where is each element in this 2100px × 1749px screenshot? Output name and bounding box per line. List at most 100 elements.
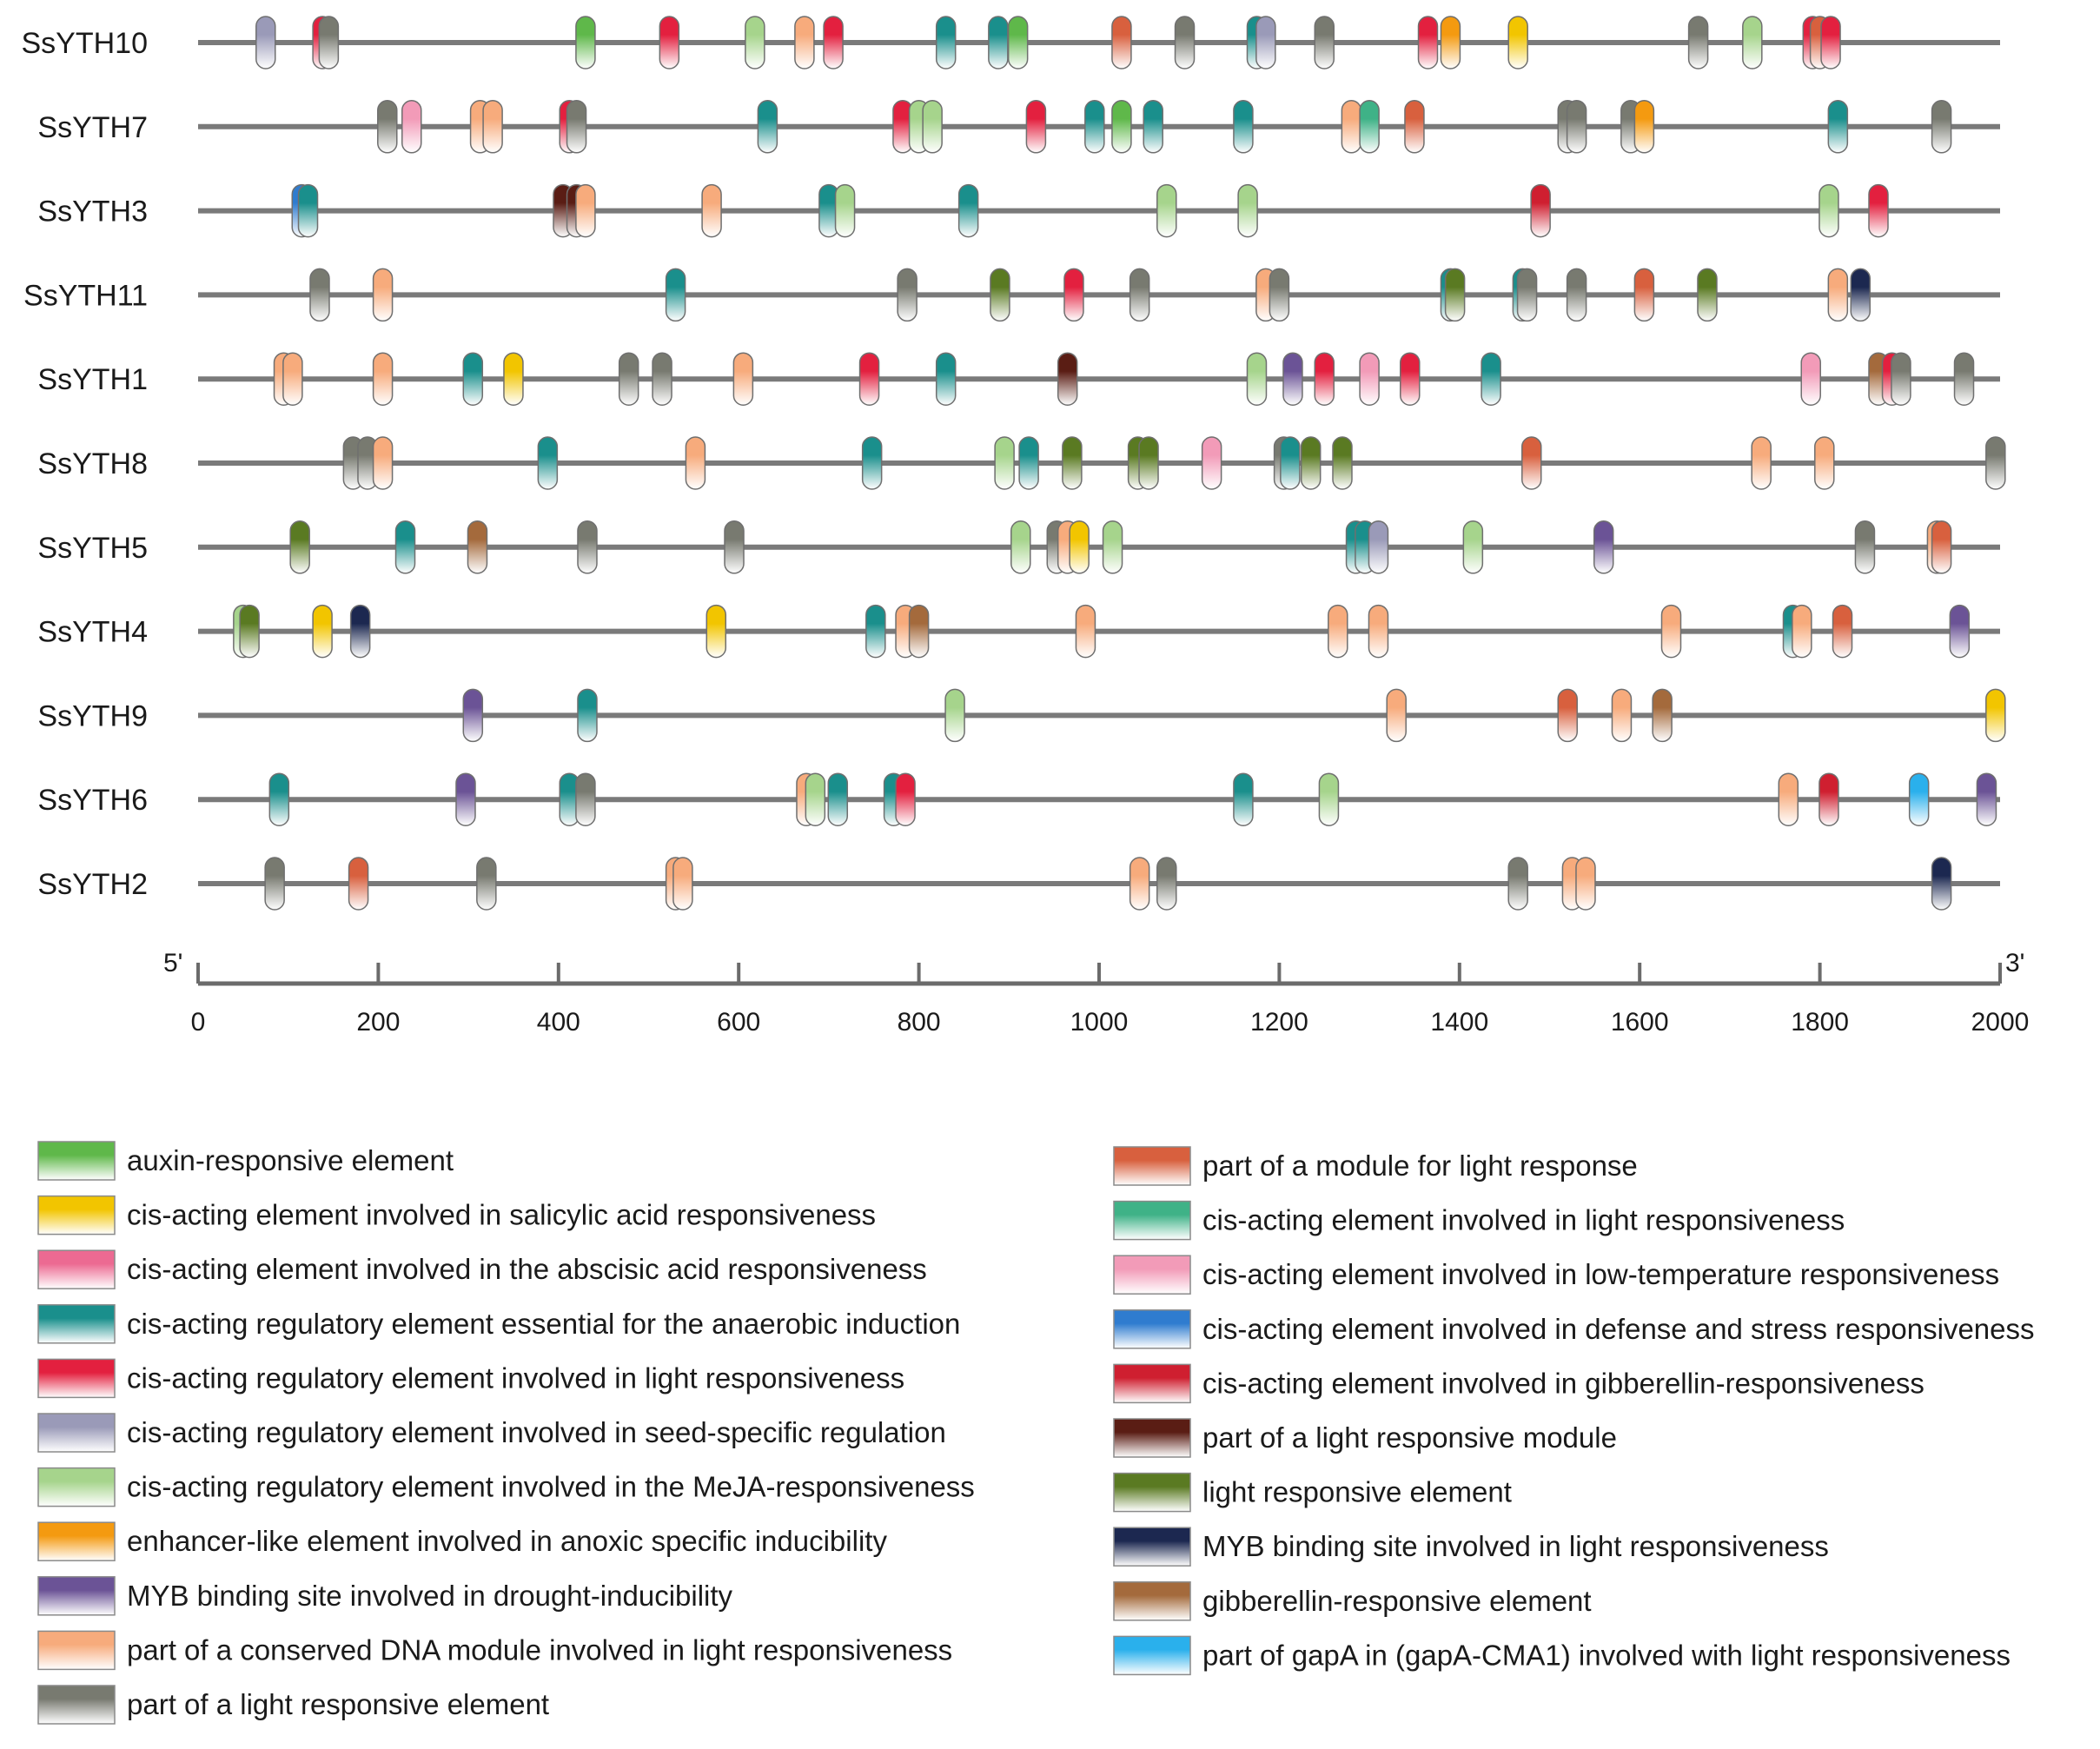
legend-item-gib_resp: cis-acting element involved in gibberell… — [1113, 1363, 1924, 1404]
motif-salicylic — [1507, 16, 1528, 70]
motif-conserved — [1792, 604, 1812, 659]
motif-anaerobic — [1084, 100, 1105, 154]
legend-swatch — [37, 1249, 116, 1289]
motif-conserved — [1660, 604, 1682, 659]
gene-row-SsYTH7: SsYTH7 — [37, 100, 2000, 154]
legend-label: part of gapA in (gapA-CMA1) involved wit… — [1202, 1639, 2011, 1671]
legend-label: MYB binding site involved in drought-ind… — [127, 1580, 733, 1612]
motif-conserved — [1575, 857, 1596, 911]
motif-gib_el — [467, 520, 488, 574]
motif-salicylic — [1069, 520, 1090, 574]
legend-label: auxin-responsive element — [127, 1144, 454, 1176]
gene-rows: SsYTH10 SsYTH7 SsYTH3 SsYTH11 SsYTH1 SsYTH8 Ss… — [22, 16, 2006, 911]
gene-label: SsYTH7 — [37, 111, 148, 144]
legend-item-myb_drought: MYB binding site involved in drought-ind… — [37, 1576, 733, 1616]
legend-item-anaerobic: cis-acting regulatory element essential … — [37, 1304, 960, 1344]
motif-light_el — [1300, 436, 1322, 490]
legend-label: part of a light responsive module — [1202, 1421, 1617, 1454]
motif-light_cis — [1359, 100, 1380, 154]
tick-label: 0 — [191, 1008, 206, 1037]
legend-item-lowtemp: cis-acting element involved in low-tempe… — [1113, 1255, 1999, 1295]
motif-light_part — [652, 352, 672, 406]
motif-light_el — [1444, 268, 1466, 322]
motif-anaerobic — [1481, 352, 1501, 406]
motif-conserved — [372, 268, 394, 322]
motif-module_light — [348, 857, 369, 911]
motif-meja — [1156, 183, 1177, 238]
legend-swatch — [1113, 1146, 1191, 1186]
legend-item-abscisic: cis-acting element involved in the absci… — [37, 1249, 927, 1289]
motif-anaerobic — [268, 772, 290, 826]
motif-anaerobic — [462, 352, 484, 406]
legend-item-salicylic: cis-acting element involved in salicylic… — [37, 1195, 876, 1236]
motif-seed — [1368, 520, 1389, 574]
legend-label: cis-acting element involved in salicylic… — [127, 1199, 876, 1231]
motif-light_part — [1507, 857, 1528, 911]
motif-meja — [1102, 520, 1123, 574]
gene-row-SsYTH3: SsYTH3 — [37, 183, 2000, 238]
motif-light_module — [1057, 352, 1078, 406]
motif-meja — [1246, 352, 1268, 406]
motif-meja — [994, 436, 1015, 490]
motif-module_light — [1633, 268, 1655, 322]
motif-meja — [1318, 772, 1340, 826]
motif-lowtemp — [1800, 352, 1821, 406]
motif-myb_light — [349, 604, 371, 659]
legend-item-anoxic: enhancer-like element involved in anoxic… — [37, 1521, 887, 1561]
motif-conserved — [282, 352, 303, 406]
motif-conserved — [372, 436, 394, 490]
motif-anaerobic — [1233, 100, 1254, 154]
motif-anaerobic — [1143, 100, 1163, 154]
motif-meja — [1742, 16, 1763, 70]
gene-label: SsYTH4 — [37, 616, 148, 649]
motif-conserved — [1129, 857, 1150, 911]
motif-anaerobic — [827, 772, 849, 826]
gene-row-SsYTH2: SsYTH2 — [37, 857, 2000, 911]
motif-light_el — [289, 520, 310, 574]
motif-anaerobic — [935, 352, 957, 406]
motif-gib_el — [908, 604, 930, 659]
motif-seed — [255, 16, 276, 70]
motif-meja — [1237, 183, 1258, 238]
legend: auxin-responsive element cis-acting eleme… — [37, 1141, 2035, 1725]
motif-light_part — [1156, 857, 1177, 911]
motif-light_part — [577, 520, 598, 574]
legend-item-defense: cis-acting element involved in defense a… — [1113, 1309, 2035, 1349]
legend-item-auxin: auxin-responsive element — [37, 1141, 454, 1181]
motif-light_reg — [1314, 352, 1335, 406]
motif-anaerobic — [1233, 772, 1254, 826]
legend-label: cis-acting element involved in gibberell… — [1202, 1367, 1924, 1399]
motif-auxin — [575, 16, 596, 70]
legend-item-module_light: part of a module for light response — [1113, 1146, 1638, 1186]
motif-light_part — [1566, 100, 1587, 154]
motif-anaerobic — [935, 16, 957, 70]
motif-conserved — [1611, 688, 1633, 743]
gene-label: SsYTH10 — [22, 27, 149, 60]
legend-item-myb_light: MYB binding site involved in light respo… — [1113, 1527, 1829, 1567]
legend-item-meja: cis-acting regulatory element involved i… — [37, 1467, 975, 1507]
motif-light_part — [377, 100, 398, 154]
motif-light_reg — [659, 16, 680, 70]
motif-anaerobic — [577, 688, 598, 743]
motif-lowtemp — [401, 100, 422, 154]
motif-salicylic — [503, 352, 524, 406]
motif-light_reg — [823, 16, 844, 70]
legend-label: part of a light responsive element — [127, 1688, 549, 1720]
motif-myb_drought — [455, 772, 476, 826]
legend-swatch — [37, 1195, 116, 1236]
motif-conserved — [1328, 604, 1348, 659]
motif-conserved — [372, 352, 394, 406]
motif-light_part — [566, 100, 587, 154]
legend-item-conserved: part of a conserved DNA module involved … — [37, 1630, 952, 1671]
gene-row-SsYTH9: SsYTH9 — [37, 688, 2006, 743]
motif-light_part — [575, 772, 596, 826]
motif-light_reg — [1025, 100, 1047, 154]
gene-row-SsYTH1: SsYTH1 — [37, 352, 2000, 406]
motif-anaerobic — [988, 16, 1009, 70]
gene-row-SsYTH4: SsYTH4 — [37, 604, 2000, 659]
gene-label: SsYTH6 — [37, 784, 148, 817]
motif-meja — [922, 100, 943, 154]
gene-row-SsYTH5: SsYTH5 — [37, 520, 2000, 574]
tick-label: 2000 — [1971, 1008, 2030, 1037]
motif-conserved — [482, 100, 503, 154]
